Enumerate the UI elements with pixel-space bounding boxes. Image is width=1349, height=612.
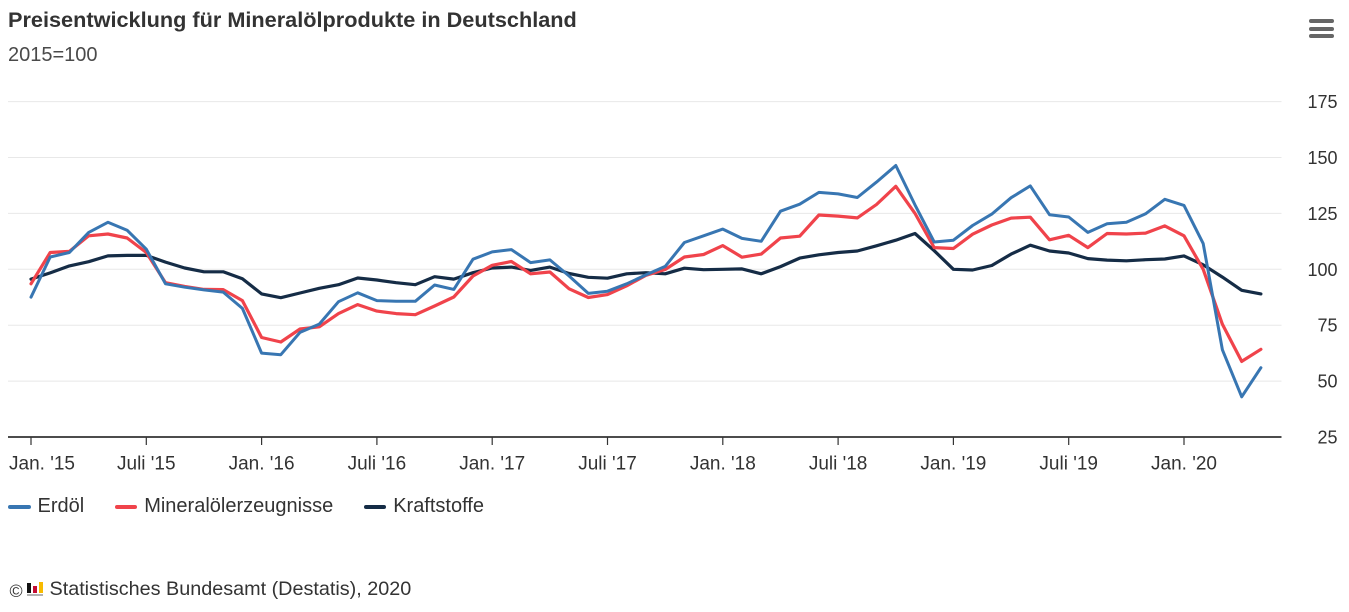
svg-text:Juli '17: Juli '17 (578, 454, 637, 475)
svg-text:100: 100 (1307, 260, 1337, 280)
svg-text:Jan. '16: Jan. '16 (229, 454, 295, 475)
svg-text:50: 50 (1317, 372, 1337, 392)
svg-text:Juli '18: Juli '18 (809, 454, 868, 475)
svg-text:Jan. '19: Jan. '19 (920, 454, 986, 475)
svg-text:Juli '19: Juli '19 (1039, 454, 1098, 475)
svg-text:175: 175 (1307, 92, 1337, 112)
svg-text:125: 125 (1307, 204, 1337, 224)
svg-text:150: 150 (1307, 148, 1337, 168)
svg-text:Juli '15: Juli '15 (117, 454, 176, 475)
svg-text:Jan. '17: Jan. '17 (459, 454, 525, 475)
svg-text:75: 75 (1317, 316, 1337, 336)
svg-text:Jan. '20: Jan. '20 (1151, 454, 1217, 475)
svg-text:Jan. '15: Jan. '15 (9, 454, 75, 475)
svg-text:Juli '16: Juli '16 (348, 454, 407, 475)
svg-text:25: 25 (1317, 428, 1337, 448)
svg-text:Jan. '18: Jan. '18 (690, 454, 756, 475)
